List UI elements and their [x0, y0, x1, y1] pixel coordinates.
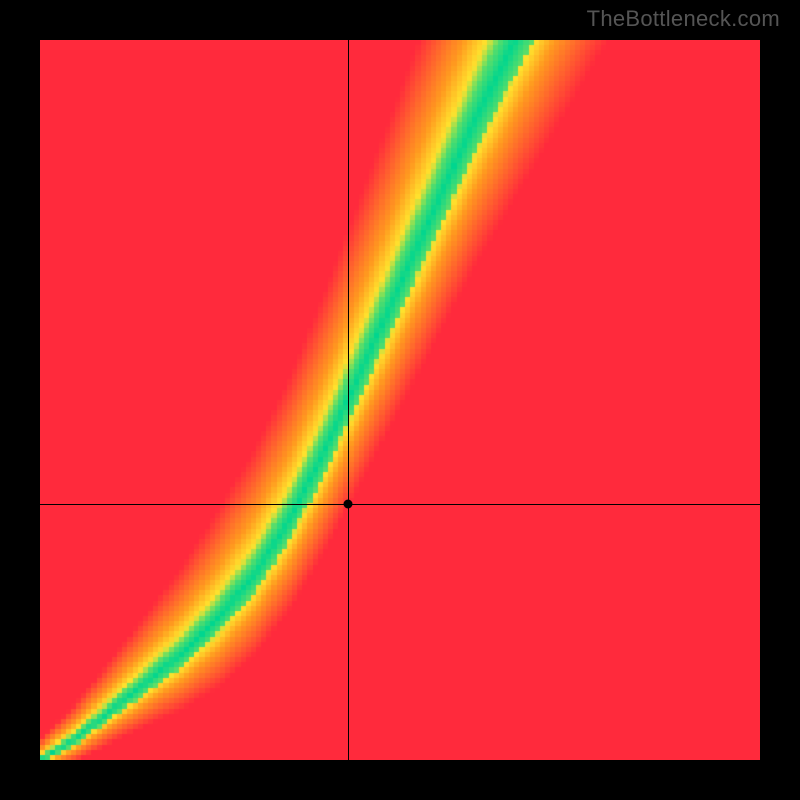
chart-container: { "watermark": "TheBottleneck.com", "lay… — [0, 0, 800, 800]
heatmap-plot — [40, 40, 760, 760]
watermark-text: TheBottleneck.com — [587, 6, 780, 32]
crosshair-horizontal — [40, 504, 760, 505]
heatmap-canvas — [40, 40, 760, 760]
crosshair-marker — [344, 500, 353, 509]
crosshair-vertical — [348, 40, 349, 760]
